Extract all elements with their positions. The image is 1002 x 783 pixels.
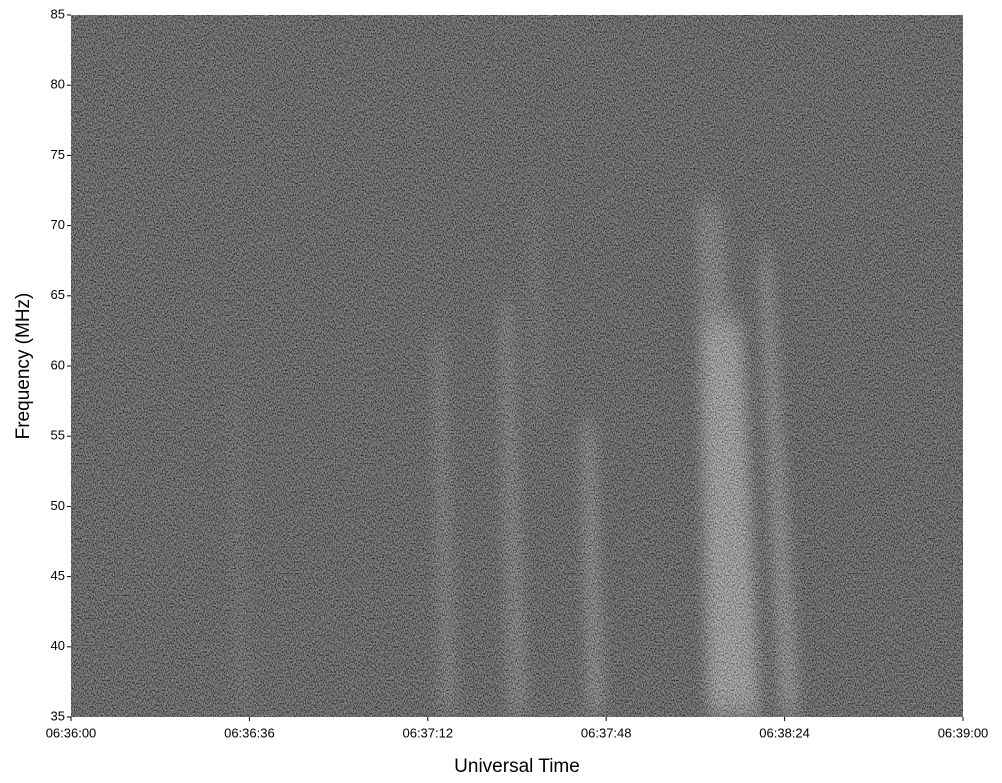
y-tick-label: 65 <box>51 287 65 302</box>
y-tick-label: 40 <box>51 638 65 653</box>
y-tick-label: 55 <box>51 428 65 443</box>
x-tick-label: 06:39:00 <box>938 725 989 740</box>
y-tick-label: 75 <box>51 147 65 162</box>
y-tick-label: 85 <box>51 6 65 21</box>
y-tick-label: 80 <box>51 77 65 92</box>
x-tick-label: 06:37:48 <box>581 725 632 740</box>
y-tick-label: 45 <box>51 568 65 583</box>
x-axis-label: Universal Time <box>454 756 580 777</box>
x-tick-label: 06:36:36 <box>224 725 275 740</box>
noise <box>71 15 963 717</box>
y-axis-label: Frequency (MHz) <box>13 293 34 440</box>
x-tick-label: 06:38:24 <box>759 725 810 740</box>
x-tick-label: 06:37:12 <box>402 725 453 740</box>
x-tick-label: 06:36:00 <box>46 725 97 740</box>
spectrogram-image <box>71 15 963 717</box>
y-tick-label: 35 <box>51 708 65 723</box>
y-tick-label: 70 <box>51 217 65 232</box>
y-tick-label: 50 <box>51 498 65 513</box>
y-tick-label: 60 <box>51 357 65 372</box>
